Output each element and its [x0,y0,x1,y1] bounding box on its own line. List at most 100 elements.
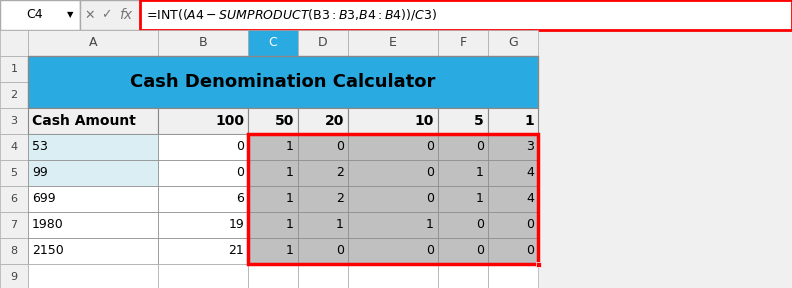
Bar [248,108,298,134]
Text: 0: 0 [426,245,434,257]
Text: 1: 1 [476,166,484,179]
Bar [348,134,438,160]
Bar [80,0,140,30]
Bar [0,108,28,134]
Bar [28,264,158,288]
Bar [298,134,348,160]
Bar [248,264,298,288]
Bar [348,238,438,264]
Text: 6: 6 [10,194,17,204]
Bar [248,212,298,238]
Text: 100: 100 [215,114,244,128]
Text: 1980: 1980 [32,219,63,232]
Text: 7: 7 [10,220,17,230]
Bar [488,160,538,186]
Text: 10: 10 [415,114,434,128]
Bar [248,134,538,264]
Bar [0,212,28,238]
Bar [438,160,488,186]
Text: E: E [389,37,397,50]
Text: 53: 53 [32,141,48,154]
Bar [0,264,28,288]
Text: 1: 1 [476,192,484,206]
Bar [438,212,488,238]
Text: 0: 0 [336,141,344,154]
Bar [248,238,298,264]
Bar [0,238,28,264]
Bar [28,108,158,134]
Text: 0: 0 [476,219,484,232]
Bar [248,160,298,186]
Text: 99: 99 [32,166,48,179]
Bar [0,30,28,56]
Bar [298,160,348,186]
Bar [158,134,248,160]
Bar [298,264,348,288]
Text: 0: 0 [236,141,244,154]
Bar [488,264,538,288]
Bar [488,238,538,264]
Bar [158,160,248,186]
Text: 0: 0 [476,141,484,154]
Text: 20: 20 [325,114,344,128]
Bar [348,212,438,238]
Bar [158,212,248,238]
Bar [158,238,248,264]
Text: 21: 21 [228,245,244,257]
Bar [348,160,438,186]
Text: 0: 0 [426,192,434,206]
Text: Cash Amount: Cash Amount [32,114,136,128]
Text: 1: 1 [524,114,534,128]
Bar [28,186,158,212]
Bar [298,238,348,264]
Text: 0: 0 [526,245,534,257]
Text: 1: 1 [286,245,294,257]
Text: 3: 3 [10,116,17,126]
Bar [28,212,158,238]
Text: 1: 1 [286,166,294,179]
Bar [488,134,538,160]
Text: ✓: ✓ [101,9,111,22]
Bar [248,30,298,56]
Bar [438,30,488,56]
Bar [0,134,28,160]
Text: 1: 1 [286,192,294,206]
Bar [348,186,438,212]
Text: 2150: 2150 [32,245,63,257]
Bar [438,108,488,134]
Text: Cash Denomination Calculator: Cash Denomination Calculator [131,73,436,91]
Text: 0: 0 [336,245,344,257]
Bar [0,186,28,212]
Text: 19: 19 [228,219,244,232]
Bar [0,160,28,186]
Bar [535,262,540,266]
Text: A: A [89,37,97,50]
Text: 0: 0 [476,245,484,257]
Bar [248,134,298,160]
Text: F: F [459,37,466,50]
Bar [0,56,28,82]
Bar [348,30,438,56]
Bar [28,238,158,264]
Text: ✕: ✕ [85,9,95,22]
Text: 6: 6 [236,192,244,206]
Bar [248,186,298,212]
Bar [0,30,792,56]
Bar [298,108,348,134]
Text: B: B [199,37,208,50]
Text: 3: 3 [526,141,534,154]
Bar [438,238,488,264]
Text: ▼: ▼ [67,10,73,20]
Text: C4: C4 [27,9,44,22]
Bar [28,134,158,160]
Text: 0: 0 [236,166,244,179]
Text: 2: 2 [10,90,17,100]
Text: 2: 2 [336,166,344,179]
Bar [298,212,348,238]
Text: 5: 5 [474,114,484,128]
Bar [140,0,792,30]
Bar [28,30,158,56]
Bar [298,186,348,212]
Text: 2: 2 [336,192,344,206]
Text: C: C [268,37,277,50]
